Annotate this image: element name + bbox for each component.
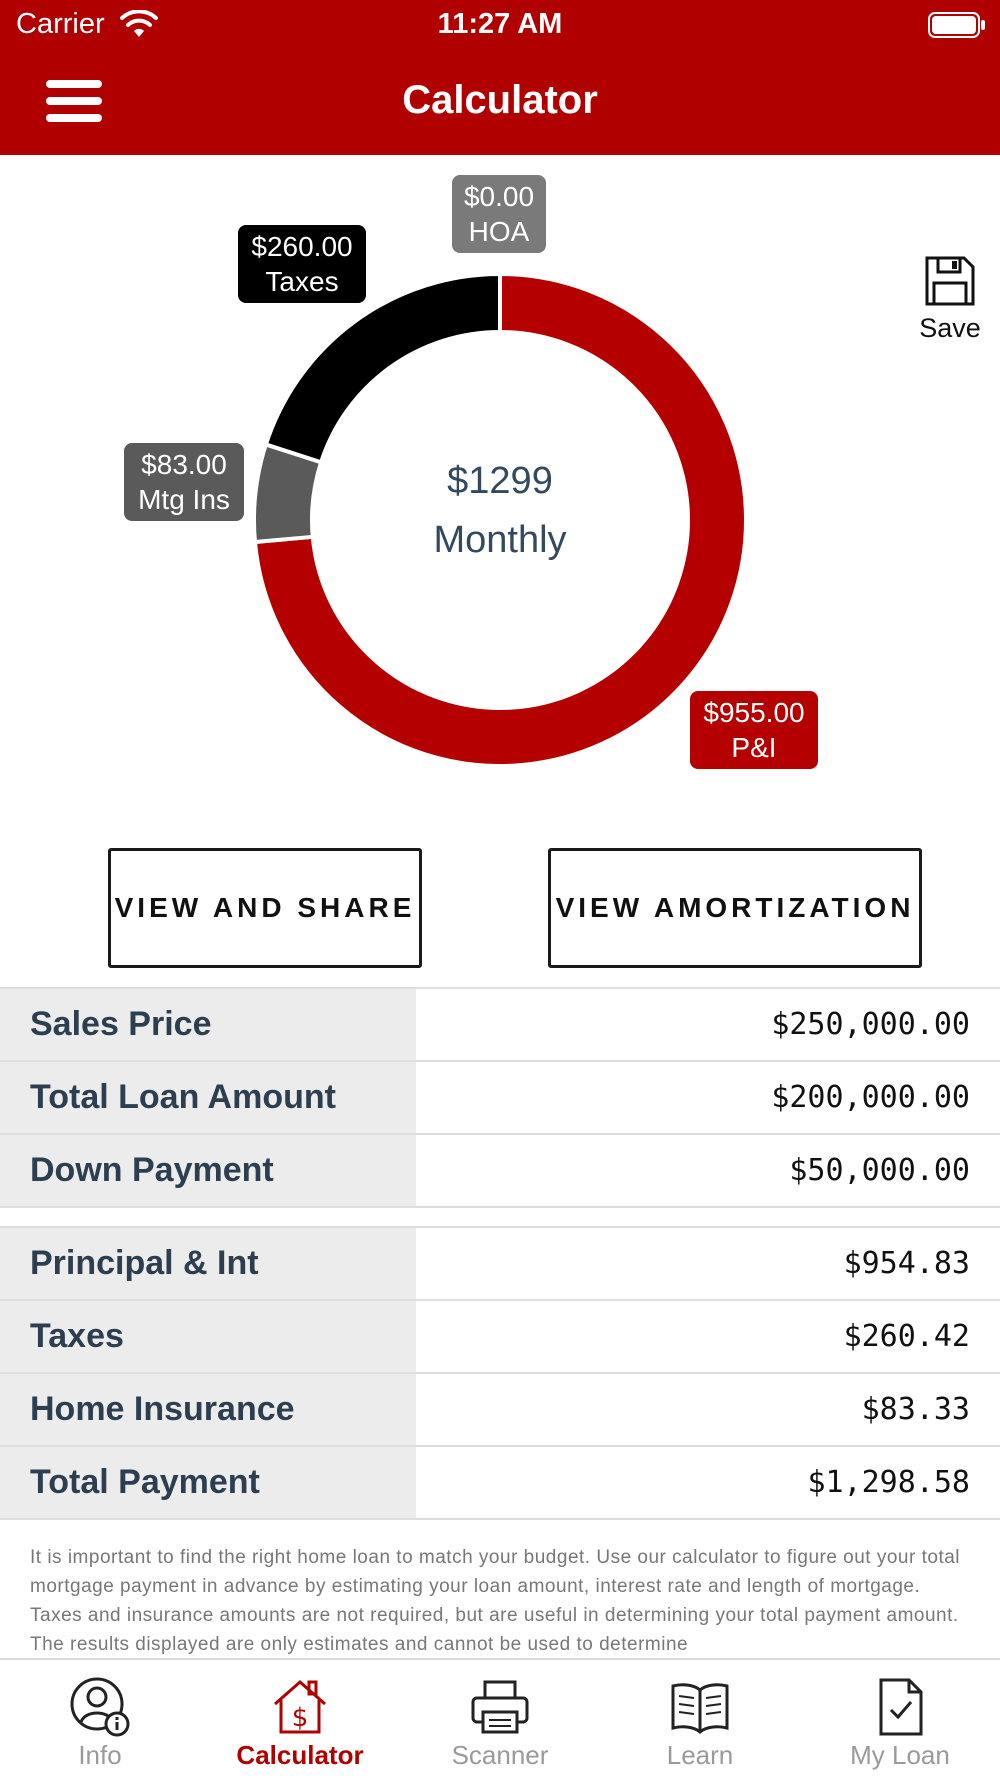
wifi-icon bbox=[120, 10, 158, 37]
tab-bar: Info $ Calculator Scanner bbox=[0, 1658, 1000, 1780]
tab-label: Scanner bbox=[451, 1740, 549, 1770]
slice-name: Mtg Ins bbox=[138, 484, 230, 515]
table-row-down-payment[interactable]: Down Payment $50,000.00 bbox=[0, 1135, 1000, 1208]
donut-slice-p-i bbox=[252, 271, 748, 768]
slice-label-taxes: $260.00 Taxes bbox=[238, 225, 366, 303]
slice-name: HOA bbox=[468, 216, 530, 247]
floppy-disk-icon bbox=[925, 256, 975, 306]
tab-info[interactable]: Info bbox=[0, 1660, 200, 1780]
hamburger-menu-icon[interactable] bbox=[46, 78, 102, 124]
row-value: $954.83 bbox=[843, 1246, 970, 1281]
printer-icon bbox=[471, 1680, 529, 1734]
donut-slice-taxes bbox=[263, 271, 502, 465]
row-value: $1,298.58 bbox=[807, 1465, 970, 1500]
tab-calculator[interactable]: $ Calculator bbox=[200, 1660, 400, 1780]
row-label: Principal & Int bbox=[0, 1228, 416, 1299]
save-label: Save bbox=[919, 313, 981, 343]
document-check-icon bbox=[879, 1678, 923, 1736]
tab-my-loan[interactable]: My Loan bbox=[800, 1660, 1000, 1780]
table-row-total-payment[interactable]: Total Payment $1,298.58 bbox=[0, 1447, 1000, 1520]
save-button[interactable]: Save bbox=[912, 255, 988, 344]
payment-donut-chart: $1299 Monthly $0.00 HOA $260.00 Taxes $8… bbox=[0, 155, 1000, 795]
tab-label: Info bbox=[78, 1740, 122, 1770]
payment-breakdown-table: Principal & Int $954.83 Taxes $260.42 Ho… bbox=[0, 1226, 1000, 1520]
row-label: Total Loan Amount bbox=[0, 1062, 416, 1133]
slice-value: $955.00 bbox=[703, 697, 805, 728]
disclaimer-text: It is important to find the right home l… bbox=[30, 1547, 961, 1655]
tab-label: Learn bbox=[666, 1740, 734, 1770]
user-info-icon bbox=[70, 1677, 130, 1737]
slice-value: $260.00 bbox=[251, 231, 353, 262]
row-value: $260.42 bbox=[843, 1319, 970, 1354]
carrier-label: Carrier bbox=[16, 8, 105, 40]
table-row-home-insurance[interactable]: Home Insurance $83.33 bbox=[0, 1374, 1000, 1447]
table-row-taxes[interactable]: Taxes $260.42 bbox=[0, 1301, 1000, 1374]
table-row-sales-price[interactable]: Sales Price $250,000.00 bbox=[0, 989, 1000, 1062]
row-label: Down Payment bbox=[0, 1135, 416, 1206]
center-amount: $1299 bbox=[447, 460, 553, 502]
donut-svg bbox=[252, 271, 748, 768]
row-label: Sales Price bbox=[0, 989, 416, 1060]
row-value: $250,000.00 bbox=[771, 1007, 970, 1042]
tab-label: My Loan bbox=[850, 1740, 950, 1770]
slice-value: $0.00 bbox=[463, 181, 535, 212]
row-value: $200,000.00 bbox=[771, 1080, 970, 1115]
center-label: Monthly bbox=[433, 519, 567, 561]
slice-label-mtg-ins: $83.00 Mtg Ins bbox=[124, 443, 244, 521]
slice-value: $83.00 bbox=[141, 449, 227, 480]
tab-scanner[interactable]: Scanner bbox=[400, 1660, 600, 1780]
slice-label-pi: $955.00 P&I bbox=[690, 691, 818, 769]
row-label: Home Insurance bbox=[0, 1374, 416, 1445]
tab-learn[interactable]: Learn bbox=[600, 1660, 800, 1780]
view-amortization-button[interactable]: VIEW AMORTIZATION bbox=[548, 848, 922, 968]
row-label: Total Payment bbox=[0, 1447, 416, 1518]
page-title: Calculator bbox=[402, 78, 598, 122]
row-value: $50,000.00 bbox=[789, 1153, 970, 1188]
svg-text:$: $ bbox=[292, 1703, 309, 1733]
table-row-total-loan-amount[interactable]: Total Loan Amount $200,000.00 bbox=[0, 1062, 1000, 1135]
loan-summary-table: Sales Price $250,000.00 Total Loan Amoun… bbox=[0, 987, 1000, 1208]
house-dollar-icon: $ bbox=[274, 1680, 326, 1734]
app-header: Carrier 11:27 AM Calculator bbox=[0, 0, 1000, 155]
slice-name: Taxes bbox=[265, 266, 339, 297]
slice-name: P&I bbox=[731, 732, 777, 763]
view-and-share-button[interactable]: VIEW AND SHARE bbox=[108, 848, 422, 968]
battery-icon bbox=[928, 12, 985, 38]
slice-label-hoa: $0.00 HOA bbox=[452, 175, 546, 253]
tab-label: Calculator bbox=[236, 1740, 364, 1770]
status-time: 11:27 AM bbox=[437, 8, 563, 40]
table-row-principal-int[interactable]: Principal & Int $954.83 bbox=[0, 1228, 1000, 1301]
row-label: Taxes bbox=[0, 1301, 416, 1372]
open-book-icon bbox=[671, 1683, 729, 1734]
row-value: $83.33 bbox=[861, 1392, 970, 1427]
